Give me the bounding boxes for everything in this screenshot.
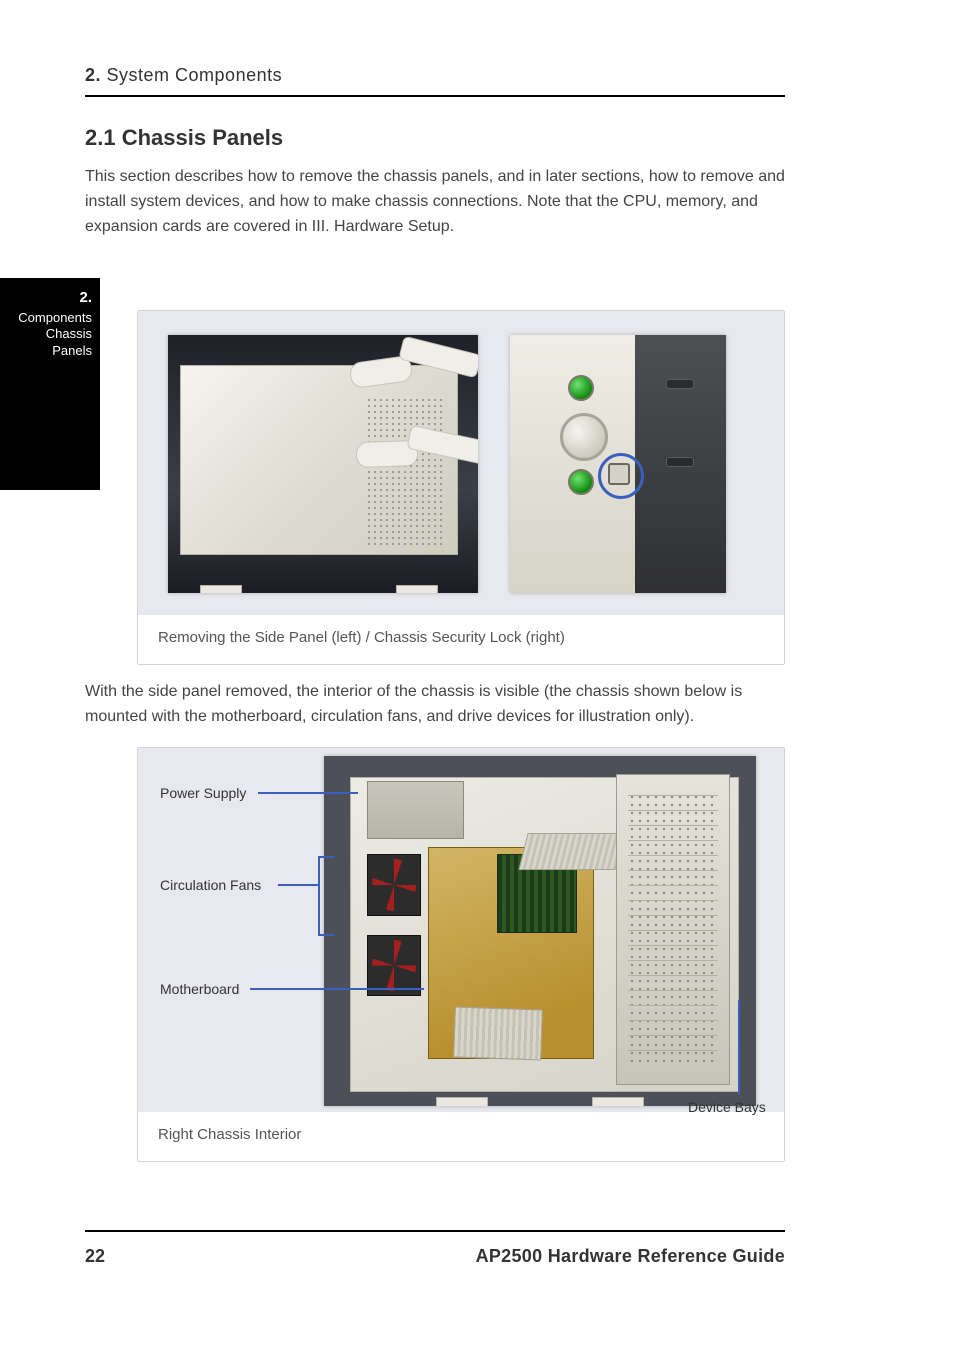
figure-chassis-interior: Power Supply Circulation Fans Motherboar… — [137, 747, 785, 1162]
chapter-number: 2. — [85, 65, 101, 85]
figure-side-panel: Removing the Side Panel (left) / Chassis… — [137, 310, 785, 665]
section-heading: 2.1 Chassis Panels — [85, 125, 283, 151]
top-rule — [85, 95, 785, 97]
callout-line-device-bays — [738, 1000, 740, 1094]
callout-line-fans — [278, 884, 318, 886]
figure2-caption: Right Chassis Interior — [138, 1112, 784, 1161]
side-tab-line1: Components — [8, 310, 92, 327]
bottom-rule — [85, 1230, 785, 1232]
callout-motherboard: Motherboard — [160, 980, 239, 998]
figure1-caption: Removing the Side Panel (left) / Chassis… — [138, 615, 784, 664]
page-root: 2. Components Chassis Panels 2. System C… — [0, 0, 954, 1351]
callout-device-bays: Device Bays — [688, 1098, 766, 1116]
chapter-title-row: 2. System Components — [85, 65, 785, 86]
footer-page-number: 22 — [85, 1246, 105, 1267]
footer-row: 22 AP2500 Hardware Reference Guide — [85, 1246, 785, 1267]
callout-bracket-fans — [318, 856, 334, 936]
callout-line-motherboard — [250, 988, 424, 990]
body-paragraph-1: This section describes how to remove the… — [85, 165, 785, 239]
side-tab-line2: Chassis Panels — [8, 326, 92, 360]
callout-circulation-fans: Circulation Fans — [160, 876, 261, 894]
photo-remove-side-panel — [168, 335, 478, 593]
figure1-image-row — [138, 311, 784, 615]
chapter-name: System Components — [107, 65, 283, 85]
callout-line-power-supply — [258, 792, 358, 794]
side-tab: 2. Components Chassis Panels — [0, 278, 100, 490]
body-paragraph-2: With the side panel removed, the interio… — [85, 680, 785, 730]
photo-chassis-lock — [510, 335, 726, 593]
side-tab-number: 2. — [8, 288, 92, 308]
photo-chassis-interior — [324, 756, 756, 1106]
callout-power-supply: Power Supply — [160, 784, 246, 802]
footer-product-name: AP2500 Hardware Reference Guide — [476, 1246, 785, 1267]
